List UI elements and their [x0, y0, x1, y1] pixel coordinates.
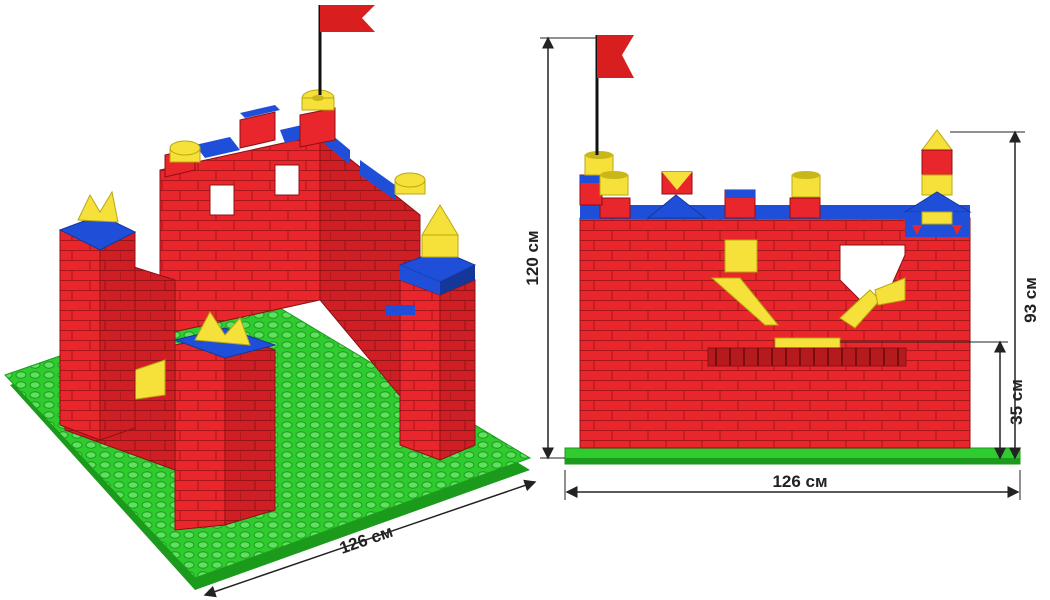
front-flag [595, 35, 634, 155]
height-dimension: 120 см [523, 36, 597, 460]
front-crenellations [579, 151, 970, 219]
iso-back-wall [159, 105, 321, 336]
gate-height-dimension: 35 см [840, 340, 1026, 460]
front-baseplate [564, 447, 1021, 465]
iso-front-gate-tower [173, 311, 277, 531]
iso-right-tower [385, 204, 477, 461]
iso-yellow-turrets [169, 140, 426, 195]
front-flag-icon [597, 35, 634, 78]
front-main-wall [579, 217, 971, 449]
isometric-castle-view: 126 см [4, 5, 537, 598]
iso-left-tower [58, 190, 137, 441]
height-label: 120 см [523, 230, 542, 285]
iso-flag-icon [320, 5, 375, 32]
iso-flag-tower [299, 5, 375, 148]
tower-height-label: 93 см [1021, 277, 1040, 323]
tower-height-dimension: 93 см [950, 130, 1040, 460]
front-elevation-view: 120 см 93 см 35 см 126 см [523, 35, 1040, 500]
front-width-label: 126 см [772, 472, 827, 491]
front-width-dimension: 126 см [564, 470, 1021, 500]
front-right-tower [903, 129, 972, 237]
gate-height-label: 35 см [1007, 379, 1026, 425]
